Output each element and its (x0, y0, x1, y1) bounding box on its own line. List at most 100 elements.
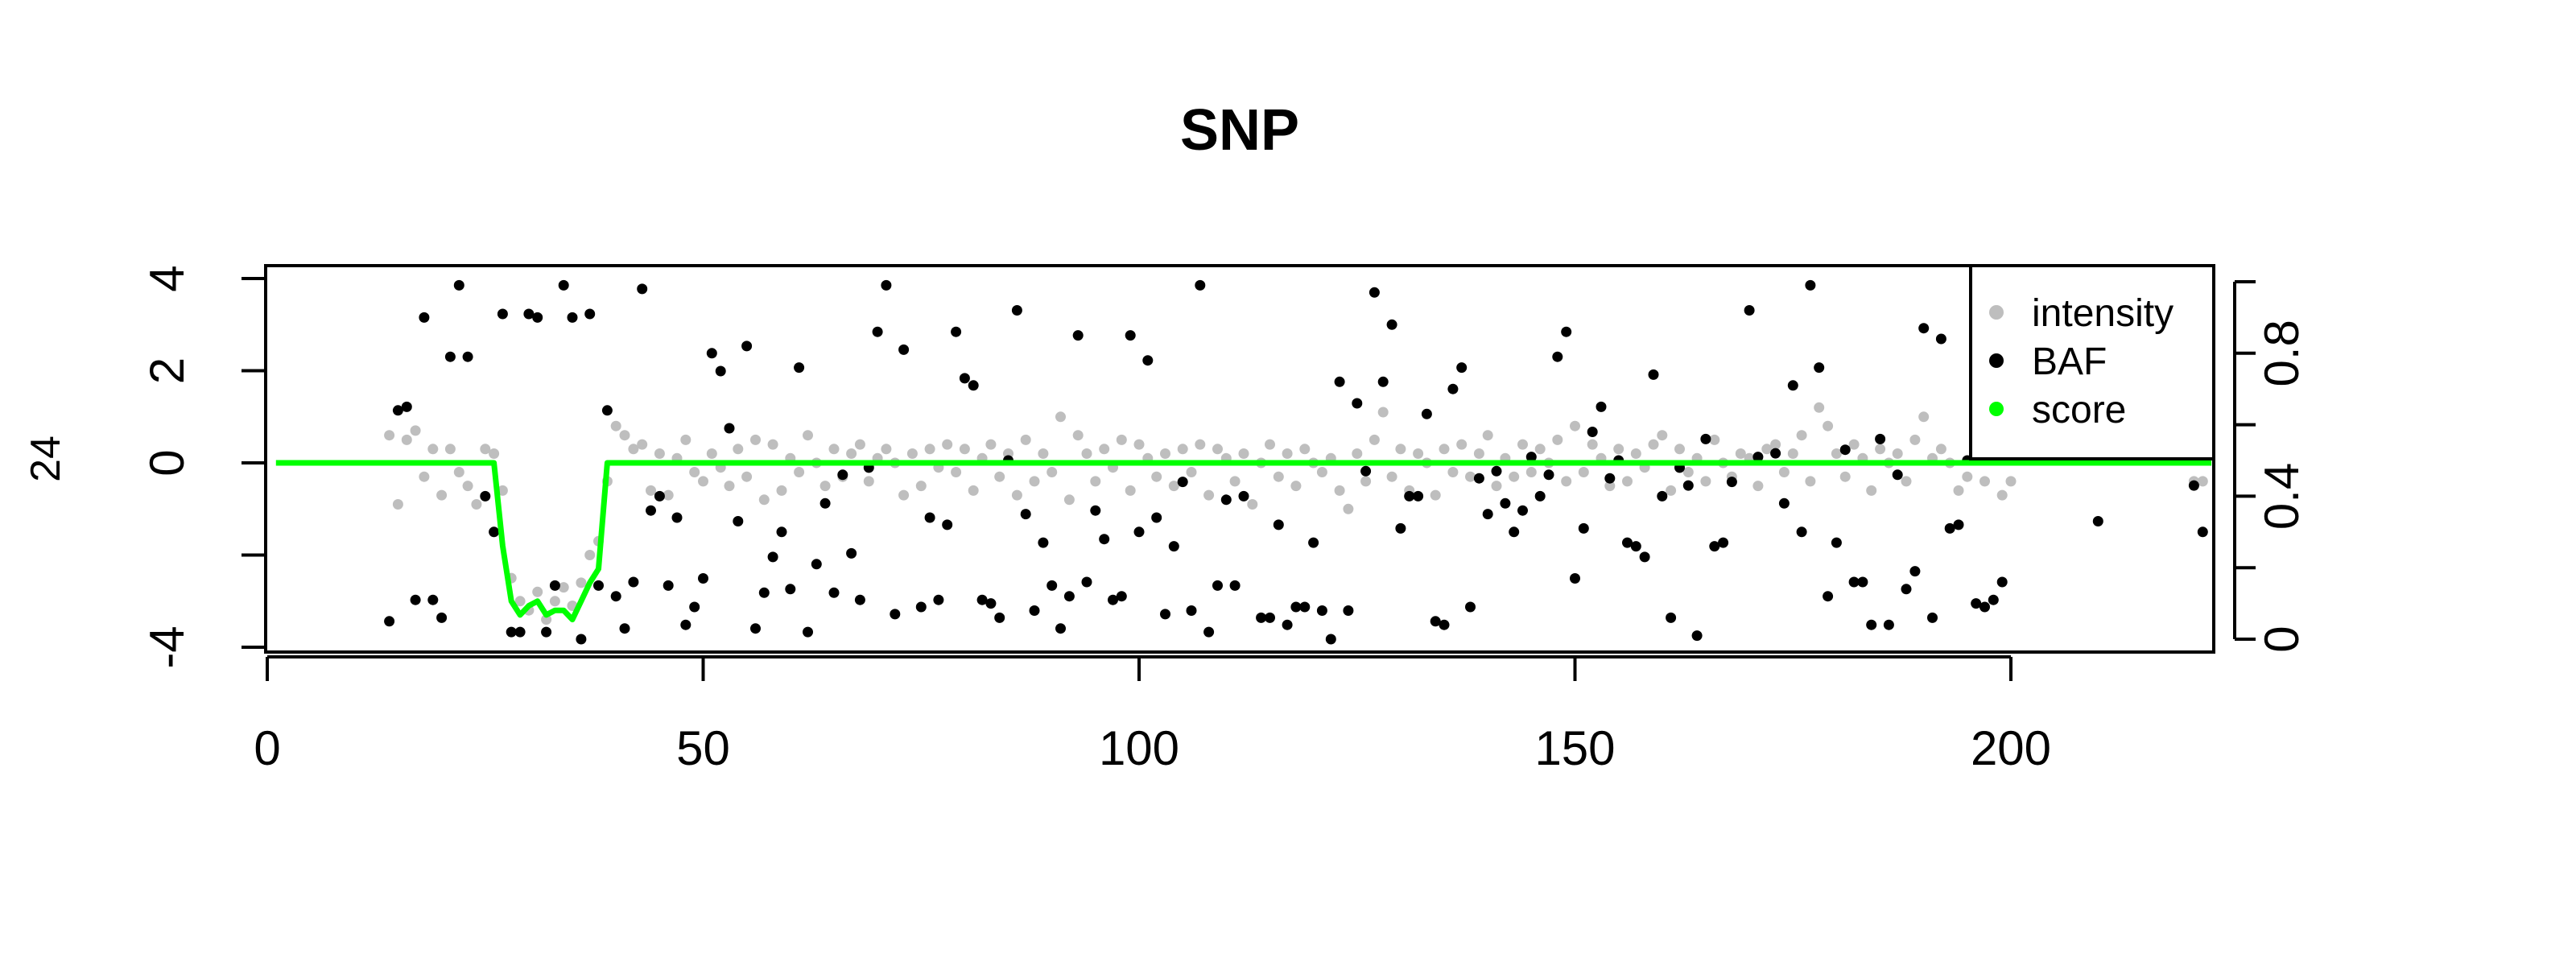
intensity-point (663, 489, 674, 501)
baf-point (1971, 598, 1982, 609)
baf-point (1343, 605, 1354, 616)
intensity-point (1212, 444, 1223, 455)
baf-point (750, 623, 761, 634)
baf-point (968, 380, 979, 391)
baf-point (1290, 601, 1302, 613)
baf-point (601, 405, 613, 416)
intensity-point (1168, 481, 1179, 492)
baf-point (1220, 494, 1232, 506)
intensity-point (532, 586, 543, 597)
intensity-point (427, 444, 439, 455)
baf-point (1090, 505, 1101, 516)
baf-point (890, 609, 901, 620)
baf-point (1726, 477, 1737, 488)
intensity-point (1587, 439, 1598, 450)
y2-tick-label: 0.8 (2255, 320, 2309, 386)
baf-point (1823, 591, 1834, 602)
intensity-point (1203, 489, 1215, 501)
intensity-point (1038, 448, 1049, 459)
baf-point (1587, 427, 1598, 437)
baf-point (462, 351, 473, 362)
intensity-point (584, 550, 596, 560)
intensity-point (803, 430, 813, 441)
intensity-point (1491, 481, 1502, 492)
baf-point (1744, 305, 1755, 316)
intensity-point (1674, 444, 1685, 455)
baf-point (1099, 534, 1110, 545)
y2-tick-label: 0.4 (2255, 463, 2309, 530)
baf-point (1901, 584, 1912, 595)
intensity-point (724, 481, 735, 492)
baf-point (1814, 362, 1825, 374)
baf-point (942, 519, 953, 530)
baf-point (846, 547, 857, 559)
baf-point (1316, 605, 1327, 616)
intensity-point (497, 485, 508, 496)
baf-point (1029, 605, 1040, 616)
baf-point (1055, 623, 1066, 634)
intensity-point (619, 430, 630, 441)
baf-point (1046, 580, 1058, 591)
baf-point (1718, 537, 1729, 548)
baf-point (1273, 519, 1284, 530)
intensity-point (1761, 444, 1773, 455)
baf-point (776, 526, 787, 538)
baf-point (837, 469, 848, 481)
baf-point (1195, 279, 1206, 291)
baf-point (1108, 594, 1118, 605)
baf-point (1186, 605, 1197, 616)
intensity-point (1395, 444, 1406, 455)
baf-point (514, 626, 526, 638)
baf-point (1875, 433, 1886, 444)
intensity-point (1875, 444, 1886, 455)
baf-point (671, 512, 683, 523)
intensity-point (1561, 476, 1572, 487)
intensity-point (462, 481, 473, 492)
baf-point (1639, 551, 1650, 563)
intensity-point (959, 444, 970, 455)
baf-point (1648, 369, 1659, 380)
intensity-point (1630, 448, 1641, 459)
intensity-point (881, 444, 892, 455)
intensity-point (942, 439, 953, 450)
intensity-point (1343, 503, 1354, 514)
baf-point (593, 580, 604, 591)
intensity-point (1413, 448, 1424, 459)
baf-point (698, 573, 708, 584)
baf-point (1604, 473, 1616, 484)
baf-point (532, 312, 543, 323)
baf-point (733, 516, 744, 526)
intensity-point (1770, 439, 1781, 450)
intensity-point (558, 582, 569, 593)
intensity-point (628, 444, 639, 455)
baf-point (1325, 634, 1336, 645)
intensity-point (1823, 420, 1834, 431)
baf-point (1212, 580, 1223, 591)
intensity-point (1482, 430, 1493, 441)
baf-point (1657, 490, 1668, 502)
intensity-point (1979, 476, 1990, 487)
intensity-point (1238, 448, 1249, 459)
baf-point (1256, 612, 1267, 623)
baf-point (1386, 319, 1397, 330)
baf-point (811, 559, 822, 570)
baf-point (1160, 609, 1170, 620)
baf-point (1691, 630, 1703, 642)
intensity-point (1805, 476, 1816, 487)
intensity-point (1657, 430, 1668, 441)
baf-point (1465, 601, 1476, 613)
baf-point (1299, 601, 1311, 613)
intensity-point (646, 485, 656, 496)
intensity-point (906, 448, 918, 459)
baf-point (1770, 448, 1781, 459)
baf-point (1570, 573, 1580, 584)
baf-point (2188, 480, 2199, 491)
x-tick-label: 150 (1534, 721, 1615, 775)
intensity-point (549, 596, 560, 607)
intensity-point (610, 420, 621, 431)
intensity-point (1029, 476, 1040, 487)
intensity-point (741, 471, 753, 482)
intensity-point (541, 614, 552, 625)
intensity-point (1709, 434, 1720, 445)
intensity-point (1352, 448, 1363, 459)
